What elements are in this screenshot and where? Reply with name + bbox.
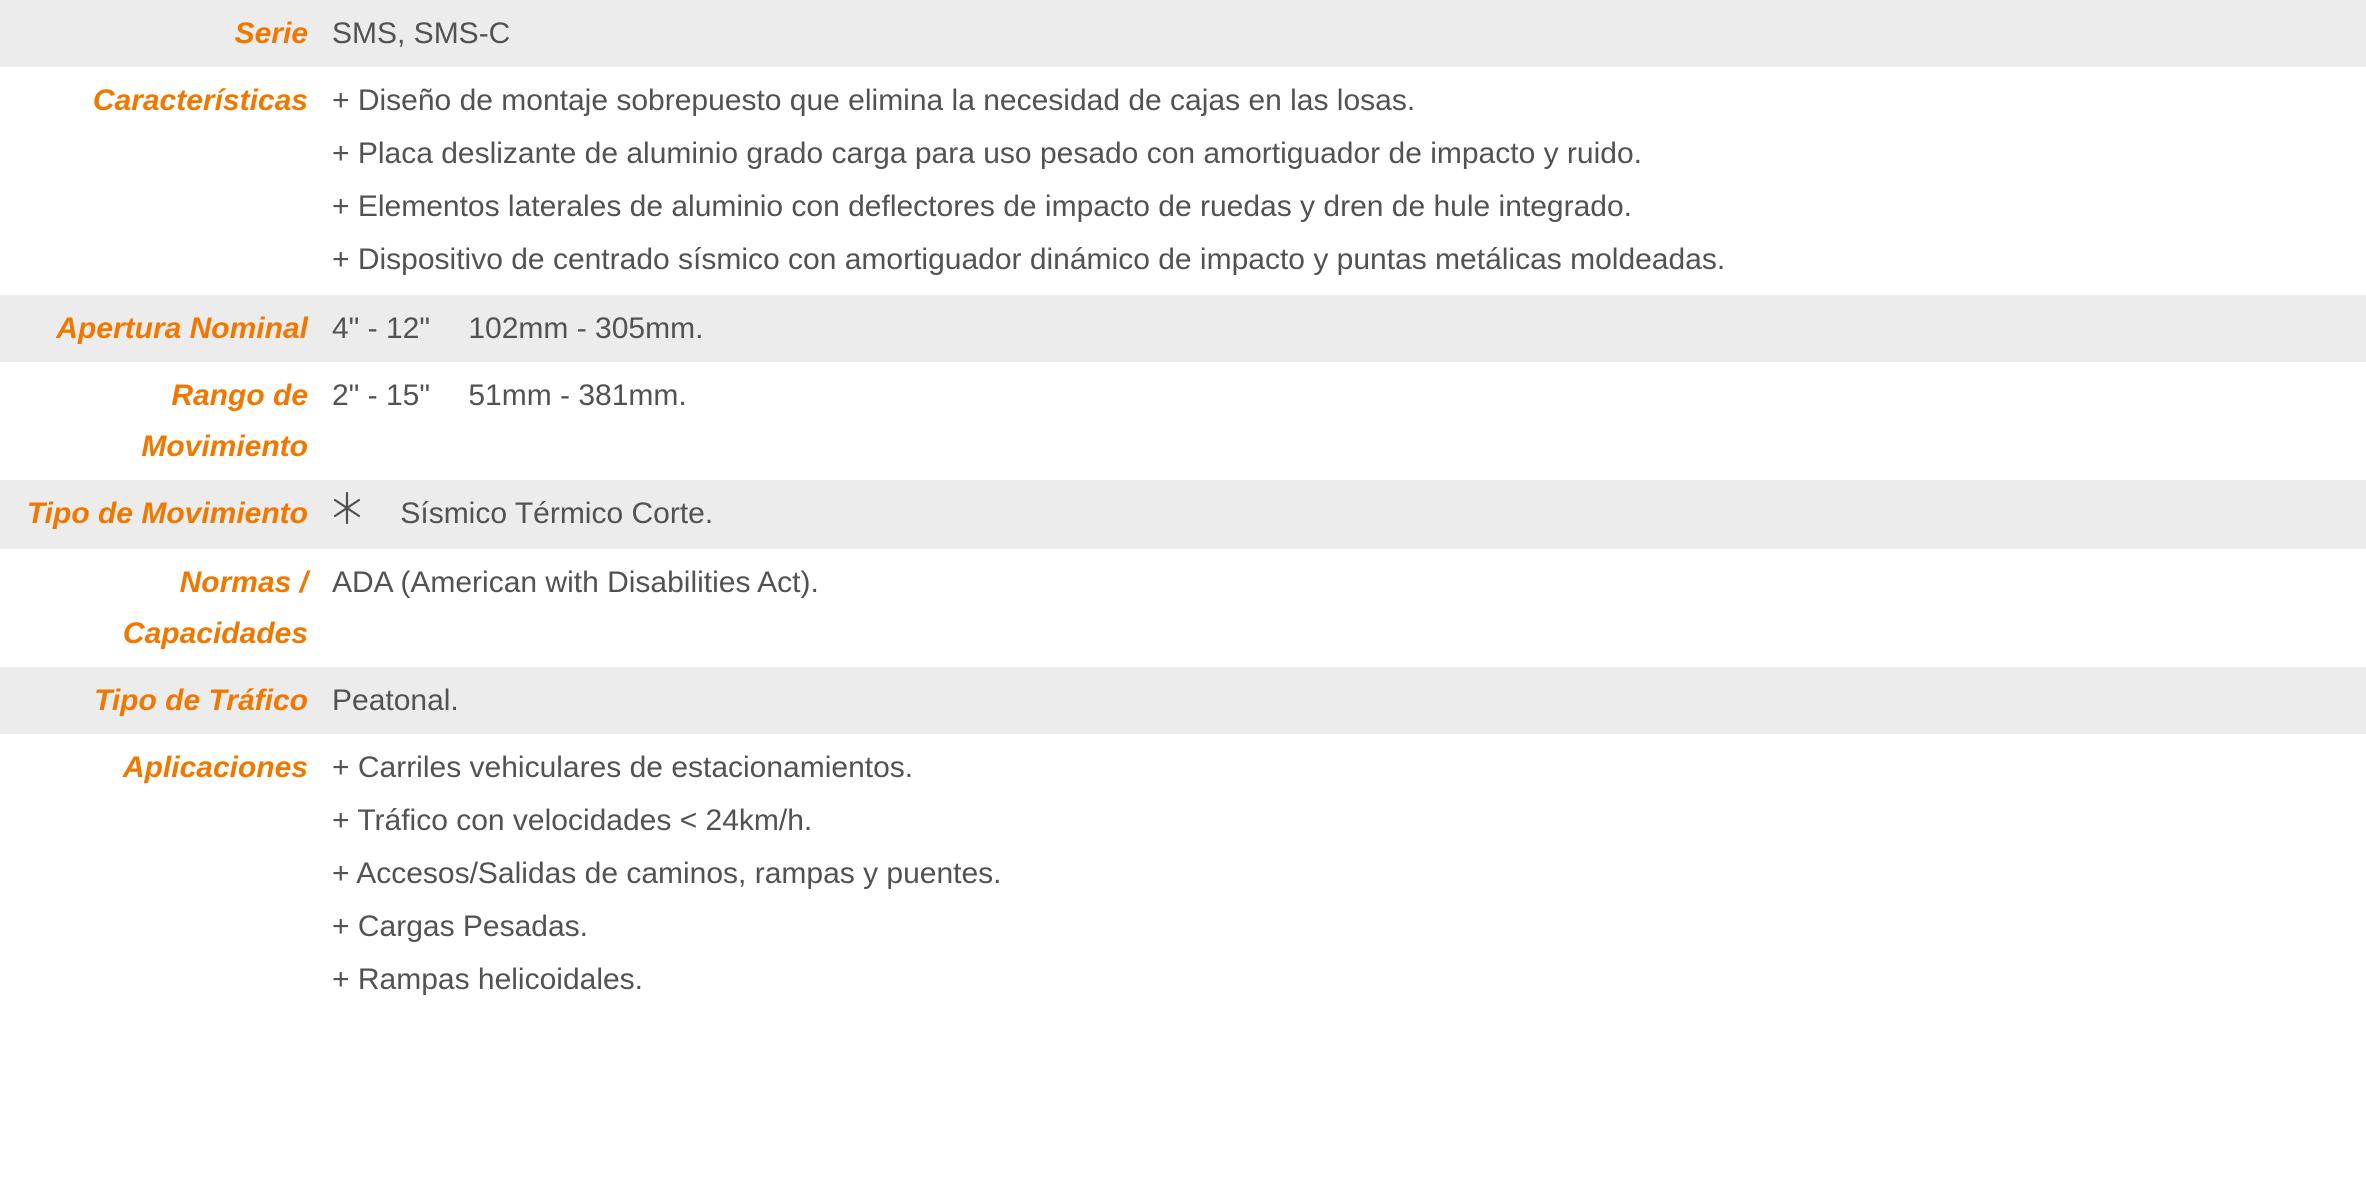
value-rango: 2" - 15" 51mm - 381mm.	[320, 362, 2366, 429]
value-text: 2" - 15" 51mm - 381mm.	[332, 370, 2354, 421]
value-tipo-movimiento: Sísmico Térmico Corte.	[320, 480, 2366, 549]
value-text: + Dispositivo de centrado sísmico con am…	[332, 234, 2354, 285]
row-serie: Serie SMS, SMS-C	[0, 0, 2366, 67]
label-apertura: Apertura Nominal	[0, 295, 320, 362]
value-aplicaciones: + Carriles vehiculares de estacionamient…	[320, 734, 2366, 1015]
label-tipo-trafico: Tipo de Tráfico	[0, 667, 320, 734]
value-tipo-trafico: Peatonal.	[320, 667, 2366, 734]
row-aplicaciones: Aplicaciones + Carriles vehiculares de e…	[0, 734, 2366, 1015]
value-text: Peatonal.	[332, 675, 2354, 726]
label-aplicaciones: Aplicaciones	[0, 734, 320, 801]
value-text: ADA (American with Disabilities Act).	[332, 557, 2354, 608]
row-apertura: Apertura Nominal 4" - 12" 102mm - 305mm.	[0, 295, 2366, 362]
value-text: SMS, SMS-C	[332, 8, 2354, 59]
spec-table: Serie SMS, SMS-C Características + Diseñ…	[0, 0, 2366, 1015]
row-rango: Rango de Movimiento 2" - 15" 51mm - 381m…	[0, 362, 2366, 480]
value-text: 4" - 12" 102mm - 305mm.	[332, 303, 2354, 354]
row-normas: Normas / Capacidades ADA (American with …	[0, 549, 2366, 667]
row-caracteristicas: Características + Diseño de montaje sobr…	[0, 67, 2366, 295]
value-text: + Tráfico con velocidades < 24km/h.	[332, 795, 2354, 846]
label-rango: Rango de Movimiento	[0, 362, 320, 480]
label-tipo-movimiento: Tipo de Movimiento	[0, 480, 320, 547]
value-text: Sísmico Térmico Corte.	[400, 497, 713, 530]
label-serie: Serie	[0, 0, 320, 67]
label-normas: Normas / Capacidades	[0, 549, 320, 667]
value-caracteristicas: + Diseño de montaje sobrepuesto que elim…	[320, 67, 2366, 295]
value-text: + Rampas helicoidales.	[332, 954, 2354, 1005]
label-caracteristicas: Características	[0, 67, 320, 134]
row-tipo-trafico: Tipo de Tráfico Peatonal.	[0, 667, 2366, 734]
value-text: + Carriles vehiculares de estacionamient…	[332, 742, 2354, 793]
asterisk-icon	[332, 490, 362, 541]
row-tipo-movimiento: Tipo de Movimiento Sísmico Térmico Corte…	[0, 480, 2366, 549]
value-text: + Accesos/Salidas de caminos, rampas y p…	[332, 848, 2354, 899]
value-serie: SMS, SMS-C	[320, 0, 2366, 67]
value-apertura: 4" - 12" 102mm - 305mm.	[320, 295, 2366, 362]
value-text: + Placa deslizante de aluminio grado car…	[332, 128, 2354, 179]
value-text: + Elementos laterales de aluminio con de…	[332, 181, 2354, 232]
value-normas: ADA (American with Disabilities Act).	[320, 549, 2366, 616]
value-text: + Cargas Pesadas.	[332, 901, 2354, 952]
value-text: + Diseño de montaje sobrepuesto que elim…	[332, 75, 2354, 126]
